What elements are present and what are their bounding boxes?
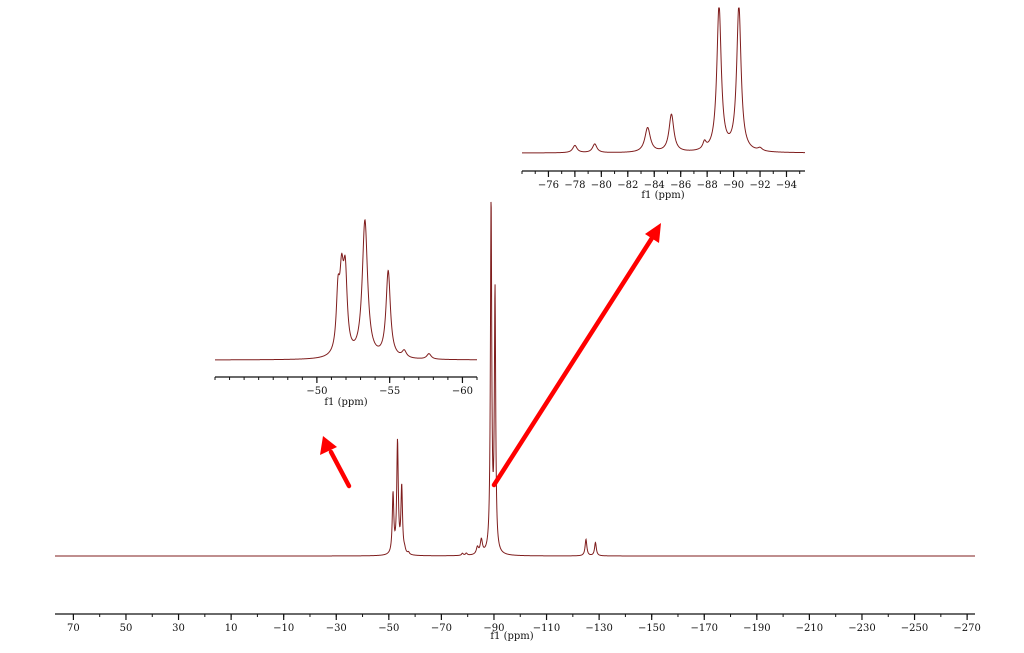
main-spectrum-trace: [55, 201, 975, 557]
inset-low-field-chart: −50 −55 −60 f1 (ppm): [214, 218, 478, 408]
tick-label: −90: [483, 623, 504, 634]
tick-label: −86: [670, 180, 691, 191]
tick-label: −94: [776, 180, 797, 191]
tick-label: −60: [452, 386, 473, 397]
tick-label: −84: [644, 180, 665, 191]
tick-label: −82: [617, 180, 638, 191]
tick-label: −270: [953, 623, 980, 634]
inset-high-field-x-axis-title: f1 (ppm): [641, 190, 684, 201]
tick-label: −10: [273, 623, 294, 634]
tick-label: −88: [697, 180, 718, 191]
main-spectrum-chart: 70 50 30 10 −10 −30 −50 −70 −90 −110 −130 −150 −170 −…: [55, 201, 981, 642]
tick-label: −78: [564, 180, 585, 191]
tick-label: −76: [538, 180, 559, 191]
inset-high-field-chart: −76 −78 −80 −82 −84 −86 −88 −90 −92 −94 f1 (ppm): [521, 7, 805, 201]
tick-label: −30: [326, 623, 347, 634]
tick-label: −210: [796, 623, 823, 634]
inset-low-field-x-ticks: −50 −55 −60: [214, 377, 478, 397]
tick-label: −250: [901, 623, 928, 634]
tick-label: −230: [848, 623, 875, 634]
callout-arrows: [320, 223, 661, 489]
tick-label: −110: [533, 623, 560, 634]
arrow-to-high-field-inset: [491, 223, 661, 488]
tick-label: −170: [691, 623, 718, 634]
inset-high-field-x-ticks: −76 −78 −80 −82 −84 −86 −88 −90 −92 −94: [521, 171, 801, 191]
arrow-to-low-field-inset: [320, 436, 352, 489]
tick-label: −130: [585, 623, 612, 634]
inset-low-field-x-axis-title: f1 (ppm): [324, 397, 367, 408]
tick-label: −150: [638, 623, 665, 634]
main-x-ticks: 70 50 30 10 −10 −30 −50 −70 −90 −110 −130 −150 −170 −…: [67, 614, 981, 634]
inset-low-field-trace: [215, 218, 477, 361]
tick-label: −90: [723, 180, 744, 191]
tick-label: −92: [749, 180, 770, 191]
tick-label: 10: [225, 623, 238, 634]
tick-label: −55: [379, 386, 400, 397]
tick-label: −190: [743, 623, 770, 634]
tick-label: −80: [591, 180, 612, 191]
tick-label: 30: [172, 623, 185, 634]
tick-label: −50: [378, 623, 399, 634]
main-x-axis-title: f1 (ppm): [490, 631, 533, 642]
tick-label: −50: [306, 386, 327, 397]
inset-high-field-trace: [522, 7, 805, 154]
tick-label: 50: [120, 623, 133, 634]
tick-label: −70: [431, 623, 452, 634]
tick-label: 70: [67, 623, 80, 634]
